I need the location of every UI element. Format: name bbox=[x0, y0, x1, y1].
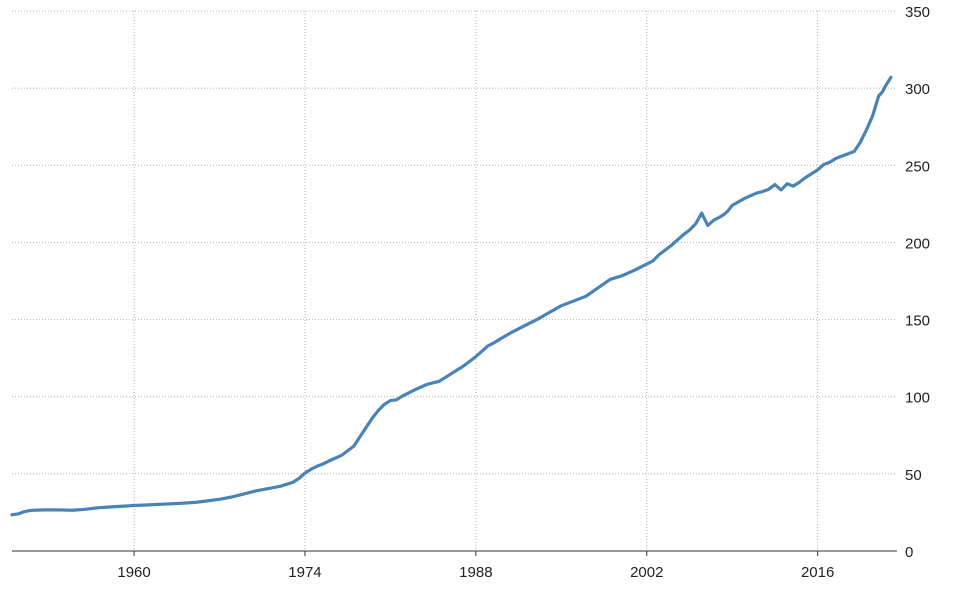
series-layer bbox=[10, 75, 893, 517]
x-tick-labels: 1960 1974 1988 2002 2016 bbox=[117, 551, 834, 581]
gridlines bbox=[12, 10, 897, 551]
y-tick-label: 250 bbox=[905, 158, 930, 175]
x-tick-label: 1988 bbox=[459, 564, 492, 581]
y-tick-label: 50 bbox=[905, 467, 922, 484]
series-line-1 bbox=[10, 75, 893, 517]
y-tick-label: 0 bbox=[905, 544, 913, 561]
y-tick-label: 100 bbox=[905, 390, 930, 407]
x-tick-label: 1960 bbox=[117, 564, 150, 581]
x-tick-label: 2016 bbox=[801, 564, 834, 581]
x-tick-label: 2002 bbox=[630, 564, 663, 581]
y-tick-label: 150 bbox=[905, 313, 930, 330]
y-tick-label: 300 bbox=[905, 81, 930, 98]
y-tick-label: 350 bbox=[905, 4, 930, 21]
x-tick-label: 1974 bbox=[288, 564, 321, 581]
y-tick-label: 200 bbox=[905, 235, 930, 252]
y-tick-labels: 0 50 100 150 200 250 300 350 bbox=[905, 4, 930, 561]
